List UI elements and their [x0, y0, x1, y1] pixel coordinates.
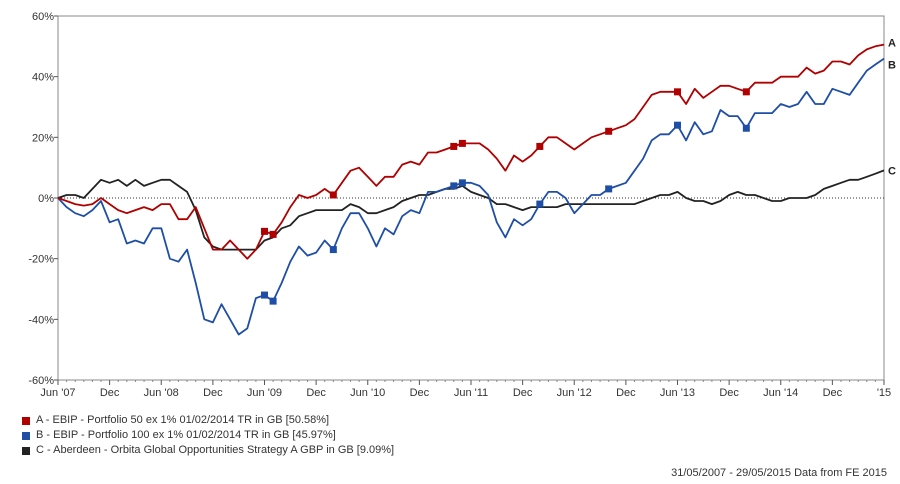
series-marker-b — [742, 124, 750, 132]
legend-label-c: C - Aberdeen - Orbita Global Opportuniti… — [36, 444, 395, 456]
data-source-footer: 31/05/2007 - 29/05/2015 Data from FE 201… — [671, 467, 887, 479]
legend-item-b: B - EBIP - Portfolio 100 ex 1% 01/02/201… — [22, 428, 394, 443]
y-tick-label: 0% — [38, 193, 54, 205]
series-end-label-c: C — [888, 165, 896, 177]
y-tick-label: -40% — [28, 314, 54, 326]
x-tick-label: Dec — [823, 387, 843, 399]
x-tick-label: Jun '11 — [454, 387, 488, 399]
series-marker-b — [536, 200, 544, 208]
series-marker-a — [605, 127, 613, 135]
x-tick-label: '15 — [877, 387, 891, 399]
x-tick-label: Dec — [513, 387, 533, 399]
line-chart: 60% 40% 20% 0% -20% -40% -60%Jun '07 Dec Jun '08… — [28, 11, 896, 399]
chart-series: C BA — [57, 38, 896, 336]
y-tick-label: 20% — [32, 132, 54, 144]
legend-swatch-b — [22, 431, 30, 440]
x-tick-label: Dec — [203, 387, 223, 399]
chart-legend: A - EBIP - Portfolio 50 ex 1% 01/02/2014… — [22, 413, 394, 458]
series-marker-b — [605, 185, 613, 193]
x-tick-label: Jun '13 — [660, 387, 695, 399]
legend-label-a: A - EBIP - Portfolio 50 ex 1% 01/02/2014… — [36, 414, 330, 426]
series-marker-a — [458, 139, 466, 147]
y-tick-label: -60% — [28, 375, 54, 387]
x-tick-label: Jun '09 — [247, 387, 282, 399]
series-line-c — [57, 169, 885, 251]
series-marker-a — [536, 142, 544, 150]
x-tick-label: Dec — [410, 387, 430, 399]
x-tick-label: Jun '10 — [350, 387, 385, 399]
series-marker-a — [674, 88, 681, 96]
x-tick-label: Jun '08 — [144, 387, 179, 399]
series-marker-a — [742, 88, 750, 96]
series-marker-b — [329, 246, 337, 254]
legend-swatch-c — [22, 446, 30, 455]
y-tick-label: 40% — [32, 72, 54, 84]
series-marker-b — [458, 179, 466, 187]
series-marker-b — [269, 297, 277, 305]
y-tick-label: -20% — [28, 254, 54, 266]
x-tick-label: Dec — [306, 387, 326, 399]
series-marker-b — [674, 121, 681, 129]
x-tick-label: Dec — [616, 387, 636, 399]
x-tick-label: Jun '07 — [40, 387, 75, 399]
legend-item-c: C - Aberdeen - Orbita Global Opportuniti… — [22, 443, 394, 458]
series-marker-a — [450, 142, 458, 150]
series-marker-b — [450, 182, 458, 190]
x-tick-label: Dec — [719, 387, 739, 399]
y-tick-label: 60% — [32, 11, 54, 23]
series-marker-a — [261, 227, 268, 235]
series-marker-a — [329, 191, 337, 199]
series-end-label-b: B — [888, 60, 896, 72]
series-end-label-a: A — [888, 38, 896, 50]
series-marker-a — [269, 230, 277, 238]
chart-axes: 60% 40% 20% 0% -20% -40% -60%Jun '07 Dec Jun '08… — [28, 11, 891, 399]
legend-label-b: B - EBIP - Portfolio 100 ex 1% 01/02/201… — [36, 429, 336, 441]
legend-swatch-a — [22, 416, 30, 425]
series-marker-b — [261, 291, 268, 299]
x-tick-label: Dec — [100, 387, 120, 399]
x-tick-label: Jun '14 — [763, 387, 798, 399]
legend-item-a: A - EBIP - Portfolio 50 ex 1% 01/02/2014… — [22, 413, 394, 428]
series-line-a — [57, 43, 885, 260]
x-tick-label: Jun '12 — [557, 387, 592, 399]
